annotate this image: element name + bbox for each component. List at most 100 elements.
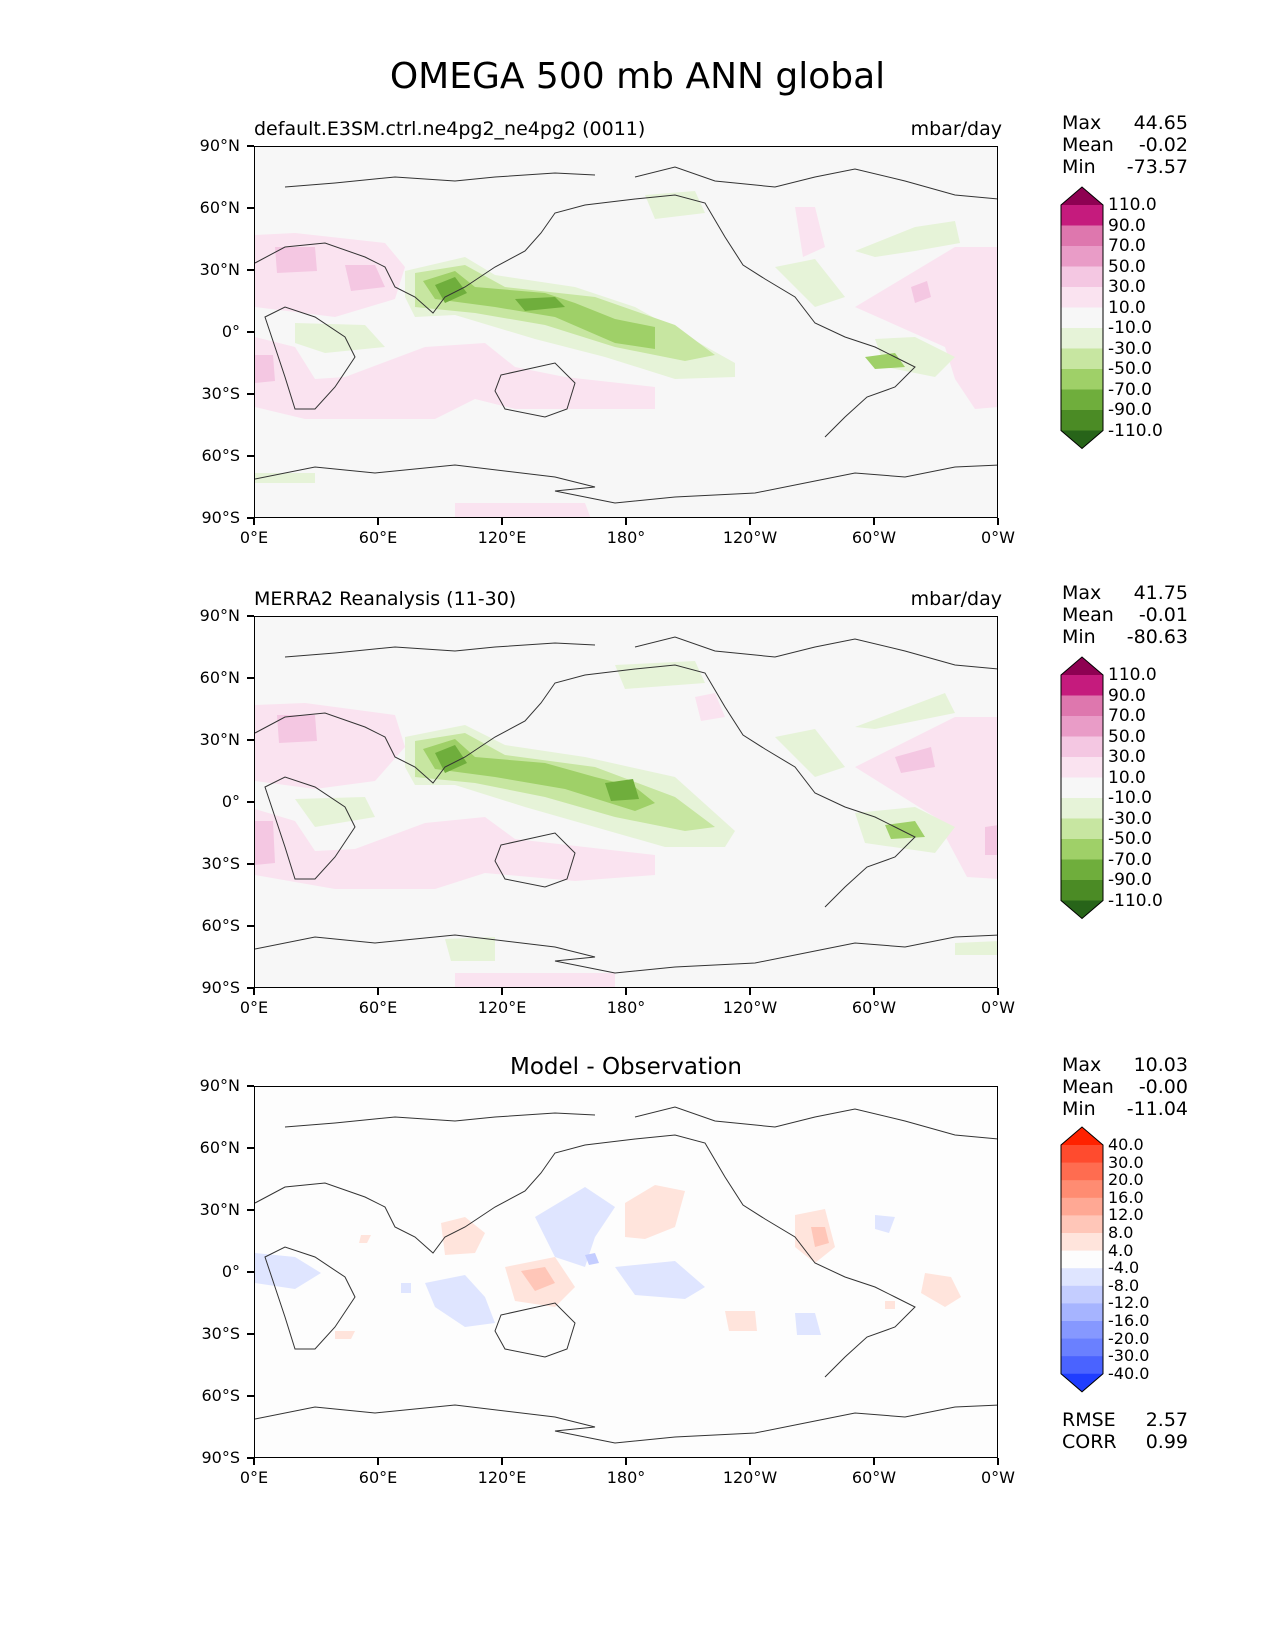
colorbar-label: -110.0 (1108, 890, 1163, 911)
lat-label: 90°N (199, 136, 240, 155)
colorbar-label: -110.0 (1108, 420, 1163, 441)
colorbar-label: -30.0 (1108, 808, 1152, 829)
lon-tick (749, 1458, 751, 1465)
colorbar-label: -40.0 (1108, 1363, 1150, 1383)
lat-tick (247, 145, 254, 147)
lon-tick (377, 1458, 379, 1465)
panel-units: mbar/day (910, 118, 1002, 140)
colorbar-label: 10.0 (1108, 297, 1146, 318)
colorbar-label: -50.0 (1108, 359, 1152, 379)
lon-tick (377, 988, 379, 995)
lat-tick (247, 615, 254, 617)
colorbar-segment (1061, 1356, 1103, 1375)
colorbar-label: 50.0 (1108, 256, 1146, 277)
lon-tick (501, 1458, 503, 1465)
colorbar (1060, 656, 1104, 920)
stat-row: Mean -0.00 (1062, 1076, 1188, 1098)
lat-tick (247, 1457, 254, 1459)
lat-label: 60°S (201, 446, 240, 465)
panel-units: mbar/day (910, 588, 1002, 610)
lat-label: 60°N (199, 668, 240, 687)
colorbar-label: 8.0 (1108, 1223, 1134, 1242)
colorbar-label: -20.0 (1108, 1328, 1150, 1348)
lat-label: 30°N (199, 730, 240, 749)
stat-row: Min -73.57 (1062, 156, 1188, 178)
stat-value: 10.03 (1133, 1054, 1188, 1076)
colorbar-segment (1061, 818, 1103, 840)
colorbar-extend-max (1061, 657, 1103, 675)
lat-label: 30°S (201, 384, 240, 403)
lat-tick (247, 1147, 254, 1149)
lat-label: 90°N (199, 1076, 240, 1095)
colorbar-segment (1061, 1233, 1103, 1252)
lat-tick (247, 863, 254, 865)
lat-label: 30°S (201, 1324, 240, 1343)
colorbar-segment (1061, 389, 1103, 411)
colorbar-label: 4.0 (1108, 1240, 1134, 1260)
lat-tick (247, 207, 254, 209)
stat-value: -0.00 (1138, 1076, 1188, 1098)
colorbar-segment (1061, 839, 1103, 860)
lat-label: 30°N (199, 260, 240, 279)
colorbar-segment (1061, 1268, 1103, 1287)
colorbar-label: -90.0 (1108, 400, 1152, 420)
colorbar-segment (1061, 695, 1103, 717)
lon-label: 120°E (477, 1468, 527, 1487)
colorbar-label: 20.0 (1108, 1170, 1144, 1190)
colorbar-segment (1061, 1162, 1103, 1181)
stats-box: Max 44.65 Mean -0.02 Min -73.57 (1062, 112, 1188, 178)
colorbar-label: 70.0 (1108, 706, 1146, 726)
stat-label: Min (1062, 626, 1096, 648)
panel-observation: MERRA2 Reanalysis (11-30) mbar/day (0, 582, 1275, 1058)
colorbar-segment (1061, 798, 1103, 819)
panel-title: Model - Observation (509, 1054, 743, 1080)
colorbar-label: -70.0 (1108, 379, 1152, 400)
stat-label: Min (1062, 1098, 1096, 1120)
stat-row: Max 10.03 (1062, 1054, 1188, 1076)
panel-difference: Model - Observation (0, 1054, 1275, 1528)
stat-value: -0.02 (1138, 134, 1188, 156)
figure-title: OMEGA 500 mb ANN global (389, 56, 886, 97)
lat-tick (247, 677, 254, 679)
lon-label: 60°E (358, 1468, 398, 1487)
colorbar-segment (1061, 266, 1103, 288)
lat-tick (247, 393, 254, 395)
colorbar-segment (1061, 205, 1103, 226)
lat-label: 60°N (199, 1138, 240, 1157)
colorbar-segment (1061, 287, 1103, 308)
lon-tick (997, 988, 999, 995)
colorbar-segment (1061, 307, 1103, 329)
lon-tick (749, 988, 751, 995)
stat-value: 41.75 (1133, 582, 1188, 604)
colorbar-segment (1061, 246, 1103, 267)
lat-tick (247, 269, 254, 271)
lat-tick (247, 1395, 254, 1397)
stat-label: Max (1062, 582, 1102, 604)
colorbar-segment (1061, 1197, 1103, 1216)
lon-tick (873, 988, 875, 995)
colorbar-segment (1061, 225, 1103, 247)
lon-tick (501, 518, 503, 525)
lat-label: 90°S (201, 508, 240, 527)
lat-label: 90°S (201, 978, 240, 997)
map-difference (254, 1086, 998, 1458)
lon-label: 0°W (981, 998, 1015, 1017)
map-canvas (255, 1087, 997, 1457)
lon-label: 60°W (851, 1468, 897, 1487)
lat-label: 30°S (201, 854, 240, 873)
lon-tick (501, 988, 503, 995)
lon-label: 60°W (851, 528, 897, 547)
stat-label: Mean (1062, 1076, 1114, 1098)
metric-value: 0.99 (1145, 1430, 1188, 1453)
lat-label: 0° (221, 1262, 240, 1281)
lon-tick (253, 1458, 255, 1465)
colorbar-segment (1061, 1285, 1103, 1304)
colorbar-label: -30.0 (1108, 1346, 1150, 1366)
colorbar-segment (1061, 369, 1103, 390)
colorbar-label: 110.0 (1108, 195, 1157, 215)
lon-label: 180° (606, 528, 646, 547)
colorbar-label: -30.0 (1108, 338, 1152, 359)
colorbar-segment (1061, 859, 1103, 881)
metric-row: RMSE 2.57 (1062, 1409, 1188, 1431)
lon-label: 120°E (477, 998, 527, 1017)
